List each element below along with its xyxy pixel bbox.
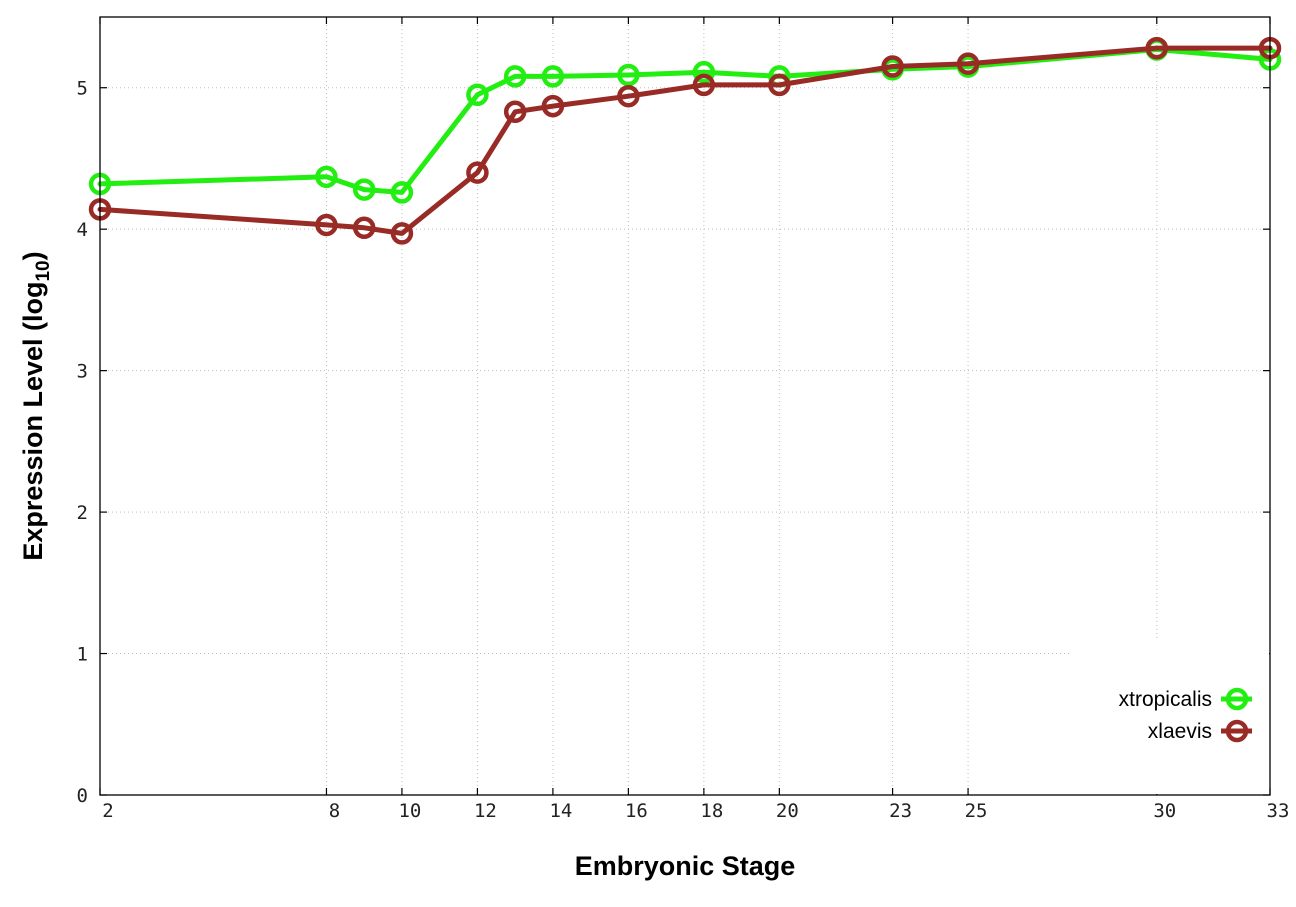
series-xtropicalis	[88, 38, 1282, 204]
data-point-xlaevis	[390, 222, 414, 245]
data-point-xlaevis	[1145, 36, 1169, 60]
y-tick-label: 3	[77, 361, 88, 383]
y-axis-title-close: )	[18, 251, 48, 260]
legend-marker-swatch	[1225, 687, 1249, 711]
series-layer	[88, 36, 1282, 245]
y-axis-title: Expression Level (log10)	[18, 251, 54, 560]
data-point-xtropicalis	[692, 60, 716, 84]
series-line-xlaevis	[97, 45, 1273, 236]
series-line-xtropicalis	[97, 47, 1273, 195]
x-tick-label: 25	[965, 800, 988, 822]
legend-entry-xlaevis: xlaevis	[1148, 719, 1252, 743]
y-axis-title-subscript: 10	[33, 260, 54, 281]
y-axis-title-main: Expression Level (log	[18, 282, 48, 561]
legend-entry-xtropicalis: xtropicalis	[1119, 687, 1252, 711]
x-tick-label: 33	[1267, 800, 1290, 822]
x-tick-label: 30	[1153, 800, 1176, 822]
legend-marker-swatch	[1225, 719, 1249, 743]
data-point-xlaevis	[466, 161, 489, 184]
data-point-xtropicalis	[390, 181, 414, 204]
x-tick-label: 14	[549, 800, 572, 822]
x-tick-label: 20	[776, 800, 799, 822]
legend-label: xlaevis	[1148, 720, 1212, 743]
data-point-xtropicalis	[503, 65, 527, 88]
x-axis-tick-labels: 2 8 10 12 14 16 18 20 23 25 30 33	[102, 800, 1289, 822]
y-tick-label: 1	[77, 644, 88, 666]
data-point-xtropicalis	[466, 83, 489, 107]
data-point-xtropicalis	[352, 178, 376, 201]
grid-lines	[100, 17, 1270, 795]
data-point-xlaevis	[503, 100, 527, 124]
y-tick-label: 5	[77, 78, 88, 100]
data-point-xlaevis	[541, 94, 565, 118]
y-tick-label: 4	[77, 219, 88, 241]
series-xlaevis	[88, 36, 1282, 245]
x-tick-label: 18	[700, 800, 723, 822]
legend-label: xtropicalis	[1119, 688, 1212, 711]
legend-background	[1072, 640, 1269, 794]
data-point-xtropicalis	[315, 165, 338, 189]
y-tick-label: 2	[77, 502, 88, 524]
data-point-xlaevis	[352, 216, 376, 240]
data-point-xlaevis	[692, 73, 716, 97]
x-axis-title: Embryonic Stage	[575, 851, 796, 881]
x-tick-label: 2	[102, 800, 113, 822]
plot-frame	[99, 16, 1271, 796]
legend: xtropicalis xlaevis	[1119, 687, 1252, 743]
x-tick-label: 23	[889, 800, 912, 822]
data-point-xtropicalis	[617, 63, 640, 87]
data-point-xtropicalis	[541, 65, 565, 88]
y-tick-label: 0	[77, 785, 88, 807]
x-tick-label: 12	[474, 800, 497, 822]
data-point-xlaevis	[956, 52, 980, 75]
y-axis-tick-labels: 0 1 2 3 4 5	[77, 78, 88, 807]
x-tick-label: 8	[329, 800, 340, 822]
x-tick-label: 16	[625, 800, 648, 822]
data-point-xlaevis	[617, 84, 640, 108]
x-tick-label: 10	[398, 800, 421, 822]
data-point-xlaevis	[315, 213, 338, 237]
data-point-xlaevis	[881, 55, 904, 78]
data-point-xlaevis	[768, 73, 791, 97]
